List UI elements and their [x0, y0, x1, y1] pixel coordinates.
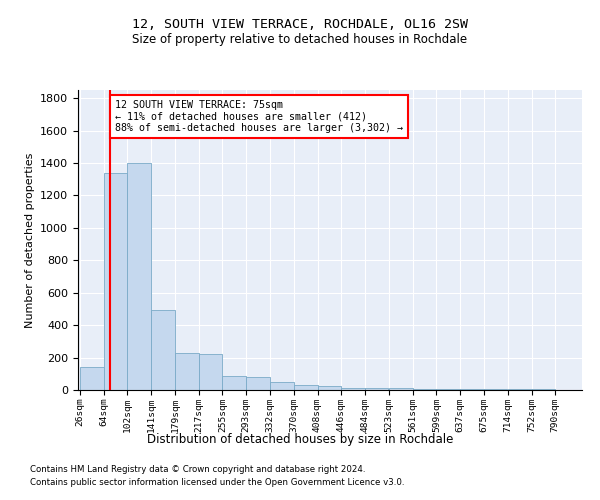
- Bar: [508, 389, 532, 390]
- Bar: [175, 352, 199, 390]
- Bar: [413, 388, 436, 390]
- Text: Distribution of detached houses by size in Rochdale: Distribution of detached houses by size …: [147, 432, 453, 446]
- Bar: [341, 388, 365, 390]
- Text: 12 SOUTH VIEW TERRACE: 75sqm
← 11% of detached houses are smaller (412)
88% of s: 12 SOUTH VIEW TERRACE: 75sqm ← 11% of de…: [115, 100, 403, 133]
- Bar: [223, 376, 246, 390]
- Bar: [270, 382, 294, 390]
- Bar: [317, 386, 341, 390]
- Bar: [294, 385, 317, 390]
- Text: Contains HM Land Registry data © Crown copyright and database right 2024.: Contains HM Land Registry data © Crown c…: [30, 466, 365, 474]
- Text: Contains public sector information licensed under the Open Government Licence v3: Contains public sector information licen…: [30, 478, 404, 487]
- Bar: [151, 310, 175, 390]
- Bar: [389, 388, 413, 390]
- Bar: [199, 354, 223, 390]
- Bar: [80, 368, 104, 390]
- Bar: [104, 172, 127, 390]
- Text: 12, SOUTH VIEW TERRACE, ROCHDALE, OL16 2SW: 12, SOUTH VIEW TERRACE, ROCHDALE, OL16 2…: [132, 18, 468, 30]
- Bar: [127, 163, 151, 390]
- Y-axis label: Number of detached properties: Number of detached properties: [25, 152, 35, 328]
- Bar: [532, 389, 555, 390]
- Bar: [484, 389, 508, 390]
- Bar: [436, 389, 460, 390]
- Text: Size of property relative to detached houses in Rochdale: Size of property relative to detached ho…: [133, 32, 467, 46]
- Bar: [246, 377, 269, 390]
- Bar: [365, 388, 388, 390]
- Bar: [460, 389, 484, 390]
